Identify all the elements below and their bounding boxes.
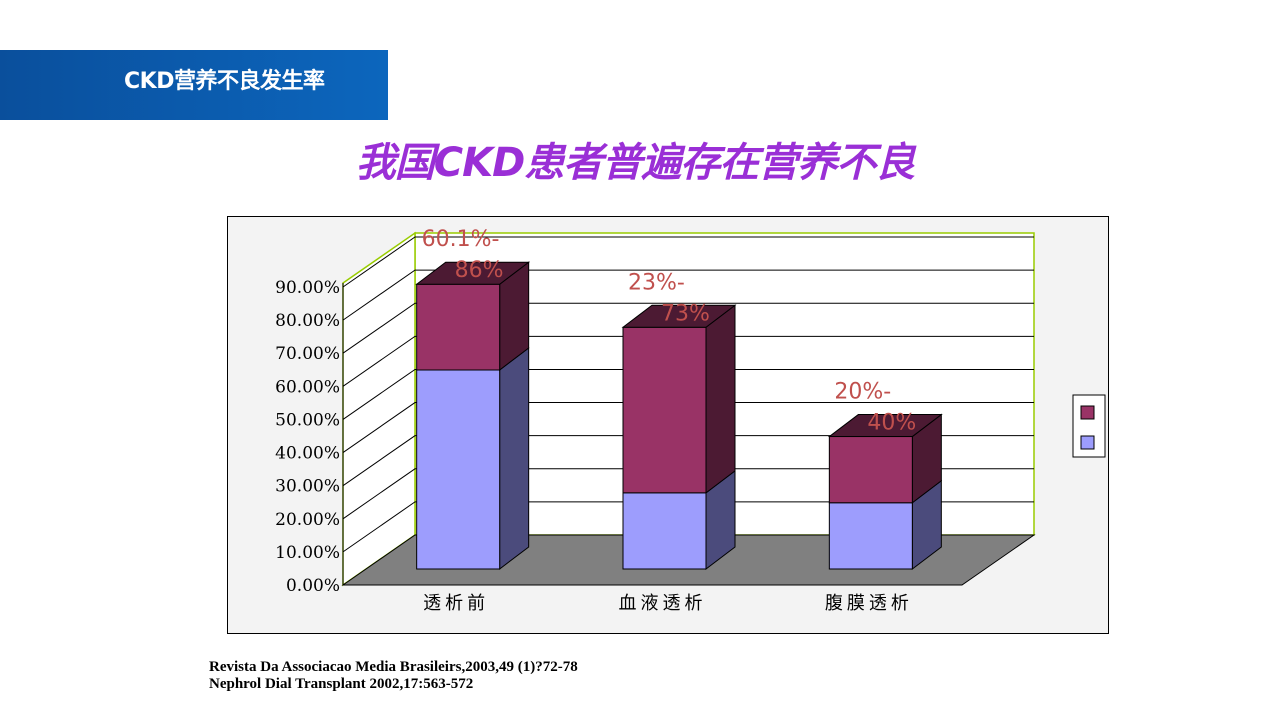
data-label: 23%- [628, 270, 685, 295]
y-tick-label: 0.00% [286, 576, 340, 596]
y-tick-label: 90.00% [275, 278, 340, 298]
bar [622, 492, 707, 570]
gridline [342, 468, 1034, 520]
bar-top [621, 304, 737, 328]
slide-title: 我国CKD患者普遍存在营养不良 [355, 140, 916, 186]
y-tick-label: 30.00% [275, 477, 340, 497]
bar-side [499, 346, 530, 571]
gridline [342, 236, 1034, 288]
gridline [342, 402, 1034, 453]
legend-swatch [1080, 405, 1095, 420]
gridline [342, 501, 1034, 553]
references: Revista Da Associacao Media Brasileirs,2… [209, 659, 578, 693]
bar [622, 326, 707, 494]
y-tick-label: 80.00% [275, 311, 340, 331]
reference-1: Revista Da Associacao Media Brasileirs,2… [209, 659, 578, 675]
x-tick-label: 腹膜透析 [825, 593, 913, 614]
data-label: 20%- [834, 380, 891, 405]
legend-swatch [1080, 435, 1095, 450]
y-tick-label: 60.00% [275, 377, 340, 397]
y-tick-label: 50.00% [275, 410, 340, 430]
y-tick-label: 10.00% [275, 543, 340, 563]
x-tick-label: 血液透析 [619, 593, 707, 614]
data-label: 73% [661, 301, 710, 326]
bar [416, 369, 501, 570]
bar-top [415, 261, 531, 285]
section-header: CKD营养不良发生率 [124, 69, 325, 94]
data-label: 40% [867, 411, 916, 436]
bar-side [705, 304, 736, 494]
y-tick-label: 70.00% [275, 344, 340, 364]
bar [828, 502, 913, 570]
bar [416, 283, 501, 371]
gridline [342, 335, 1034, 387]
gridline [342, 302, 1034, 354]
x-tick-label: 透析前 [423, 593, 489, 614]
side-wall [342, 231, 416, 587]
gridline [342, 435, 1034, 487]
data-label: 60.1%- [422, 227, 500, 252]
reference-2: Nephrol Dial Transplant 2002,17:563-572 [209, 676, 474, 692]
y-tick-label: 20.00% [275, 510, 340, 530]
y-tick-label: 40.00% [275, 444, 340, 464]
bar-top [827, 414, 943, 438]
bar [828, 436, 913, 504]
gridline [342, 368, 1034, 420]
header-band [0, 50, 388, 120]
data-label: 86% [455, 258, 504, 283]
gridline [342, 269, 1034, 321]
